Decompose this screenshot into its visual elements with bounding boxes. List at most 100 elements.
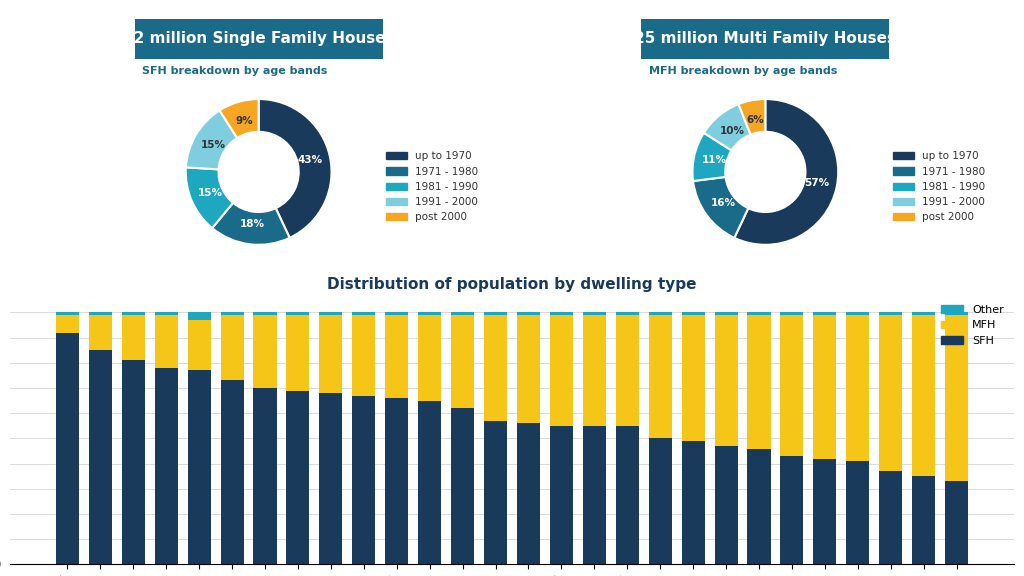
Bar (319, 312, 342, 315)
Bar (648, 438, 672, 564)
Bar (122, 360, 144, 564)
Title: Distribution of population by dwelling type: Distribution of population by dwelling t… (328, 277, 696, 292)
Text: 6%: 6% (746, 115, 764, 126)
Bar (648, 315, 672, 438)
Bar (155, 368, 178, 564)
Bar (319, 315, 342, 393)
Text: 11%: 11% (701, 156, 727, 165)
Bar (748, 312, 770, 315)
Wedge shape (734, 99, 839, 245)
Bar (319, 393, 342, 564)
Text: 92 million Single Family Houses: 92 million Single Family Houses (123, 31, 394, 46)
Bar (418, 401, 441, 564)
Legend: Other, MFH, SFH: Other, MFH, SFH (937, 300, 1009, 350)
Bar (385, 312, 409, 315)
Wedge shape (693, 177, 749, 238)
Text: 16%: 16% (711, 198, 735, 208)
Bar (56, 312, 79, 315)
Bar (813, 458, 837, 564)
Bar (715, 446, 737, 564)
Wedge shape (703, 104, 751, 150)
Bar (912, 312, 935, 315)
Bar (352, 312, 376, 315)
Bar (122, 312, 144, 315)
Bar (220, 315, 244, 381)
Bar (287, 315, 309, 391)
Bar (615, 312, 639, 315)
Bar (451, 315, 474, 408)
Bar (451, 408, 474, 564)
Bar (56, 315, 79, 332)
Bar (89, 315, 112, 350)
Text: SFH breakdown by age bands: SFH breakdown by age bands (142, 66, 328, 76)
Bar (880, 471, 902, 564)
Bar (517, 423, 540, 564)
Bar (550, 312, 573, 315)
Wedge shape (212, 203, 290, 245)
Bar (945, 315, 968, 482)
Wedge shape (259, 99, 332, 238)
Bar (880, 315, 902, 471)
Bar (254, 315, 276, 388)
Bar (880, 312, 902, 315)
Bar (418, 315, 441, 401)
Bar (254, 312, 276, 315)
Bar (122, 315, 144, 360)
Bar (287, 391, 309, 564)
Wedge shape (185, 167, 233, 228)
Bar (385, 315, 409, 398)
Text: 15%: 15% (201, 140, 226, 150)
Bar (780, 312, 804, 315)
Bar (155, 315, 178, 368)
Bar (682, 315, 705, 441)
Bar (220, 381, 244, 564)
Bar (550, 426, 573, 564)
Text: 15%: 15% (198, 188, 223, 198)
Bar (517, 312, 540, 315)
Bar (682, 312, 705, 315)
Bar (780, 315, 804, 456)
Text: 9%: 9% (236, 116, 253, 127)
Bar (352, 315, 376, 396)
Bar (813, 315, 837, 458)
Bar (912, 315, 935, 476)
Bar (89, 350, 112, 564)
Wedge shape (219, 99, 259, 138)
Bar (715, 312, 737, 315)
Bar (484, 315, 507, 421)
Bar (615, 426, 639, 564)
Text: 43%: 43% (297, 156, 323, 165)
Bar (912, 476, 935, 564)
Bar (484, 312, 507, 315)
Bar (748, 315, 770, 449)
Bar (187, 320, 211, 370)
Text: 18%: 18% (240, 219, 264, 229)
FancyBboxPatch shape (641, 19, 889, 59)
Bar (846, 315, 869, 461)
Bar (615, 315, 639, 426)
Text: 57%: 57% (804, 179, 829, 188)
Legend: up to 1970, 1971 - 1980, 1981 - 1990, 1991 - 2000, post 2000: up to 1970, 1971 - 1980, 1981 - 1990, 19… (889, 147, 989, 226)
Bar (780, 456, 804, 564)
Bar (254, 388, 276, 564)
Wedge shape (692, 133, 731, 181)
Bar (945, 482, 968, 564)
Bar (550, 315, 573, 426)
Bar (682, 441, 705, 564)
Text: MFH breakdown by age bands: MFH breakdown by age bands (649, 66, 837, 76)
Bar (846, 312, 869, 315)
Bar (220, 312, 244, 315)
Bar (89, 312, 112, 315)
Bar (846, 461, 869, 564)
Wedge shape (186, 111, 238, 169)
Bar (583, 312, 606, 315)
Bar (187, 312, 211, 320)
Bar (352, 396, 376, 564)
Wedge shape (738, 99, 765, 135)
Bar (451, 312, 474, 315)
Bar (748, 449, 770, 564)
Bar (155, 312, 178, 315)
Bar (648, 312, 672, 315)
FancyBboxPatch shape (135, 19, 383, 59)
Bar (385, 398, 409, 564)
